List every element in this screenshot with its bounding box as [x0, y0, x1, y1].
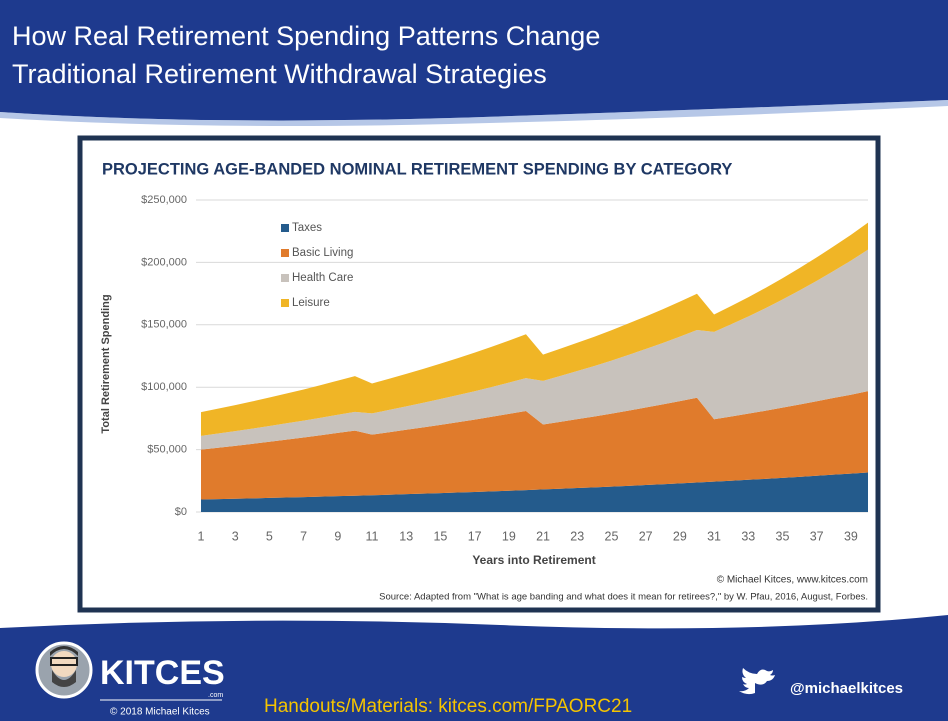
y-tick-label: $250,000 [141, 194, 187, 206]
x-tick-label: 3 [232, 529, 239, 543]
y-tick-label: $100,000 [141, 381, 187, 393]
y-tick-label: $150,000 [141, 319, 187, 331]
x-tick-label: 15 [433, 529, 447, 543]
legend-swatch [281, 249, 289, 257]
x-tick-label: 25 [605, 529, 619, 543]
x-tick-label: 23 [570, 529, 584, 543]
y-tick-label: $50,000 [147, 444, 187, 456]
logo-face [35, 641, 93, 699]
slide-title-line: How Real Retirement Spending Patterns Ch… [12, 21, 600, 51]
x-tick-label: 11 [366, 529, 379, 543]
x-tick-label: 9 [334, 529, 341, 543]
x-tick-label: 37 [810, 529, 824, 543]
handouts-link[interactable]: Handouts/Materials: kitces.com/FPAORC21 [264, 696, 632, 717]
legend-swatch [281, 274, 289, 282]
x-tick-label: 35 [776, 529, 790, 543]
legend-label: Health Care [292, 272, 353, 284]
legend-swatch [281, 224, 289, 232]
chart-title: PROJECTING AGE-BANDED NOMINAL RETIREMENT… [102, 160, 732, 178]
x-axis-label: Years into Retirement [472, 553, 595, 567]
x-tick-label: 29 [673, 529, 687, 543]
x-tick-label: 31 [707, 529, 721, 543]
area [201, 472, 868, 512]
header-band [0, 0, 948, 121]
y-axis-label: Total Retirement Spending [100, 294, 112, 433]
x-tick-label: 21 [536, 529, 550, 543]
legend-swatch [281, 299, 289, 307]
area [201, 391, 868, 500]
logo-sub: .com [208, 692, 223, 699]
chart-source: Source: Adapted from "What is age bandin… [379, 592, 868, 603]
header-accent [0, 100, 948, 126]
area [201, 222, 868, 436]
x-tick-label: 17 [468, 529, 482, 543]
legend-label: Taxes [292, 222, 322, 234]
area [201, 249, 868, 450]
x-tick-label: 1 [198, 529, 205, 543]
twitter-icon [739, 668, 775, 695]
x-tick-label: 33 [741, 529, 755, 543]
slide-title-line: Traditional Retirement Withdrawal Strate… [12, 59, 547, 89]
twitter-handle[interactable]: @michaelkitces [790, 680, 903, 697]
footer-band [0, 615, 948, 721]
x-tick-label: 27 [639, 529, 653, 543]
x-tick-label: 13 [399, 529, 413, 543]
chart-credit: © Michael Kitces, www.kitces.com [717, 575, 868, 586]
x-tick-label: 5 [266, 529, 273, 543]
x-tick-label: 39 [844, 529, 858, 543]
x-tick-label: 7 [300, 529, 307, 543]
copyright: © 2018 Michael Kitces [110, 707, 210, 718]
legend-label: Basic Living [292, 247, 353, 259]
legend-label: Leisure [292, 297, 330, 309]
x-tick-label: 19 [502, 529, 516, 543]
logo-text: KITCES [100, 654, 225, 692]
y-tick-label: $0 [175, 506, 187, 518]
plot: $0 $50,000 $100,000 $150,000 $200,000 $250,00… [141, 194, 868, 543]
y-tick-label: $200,000 [141, 256, 187, 268]
